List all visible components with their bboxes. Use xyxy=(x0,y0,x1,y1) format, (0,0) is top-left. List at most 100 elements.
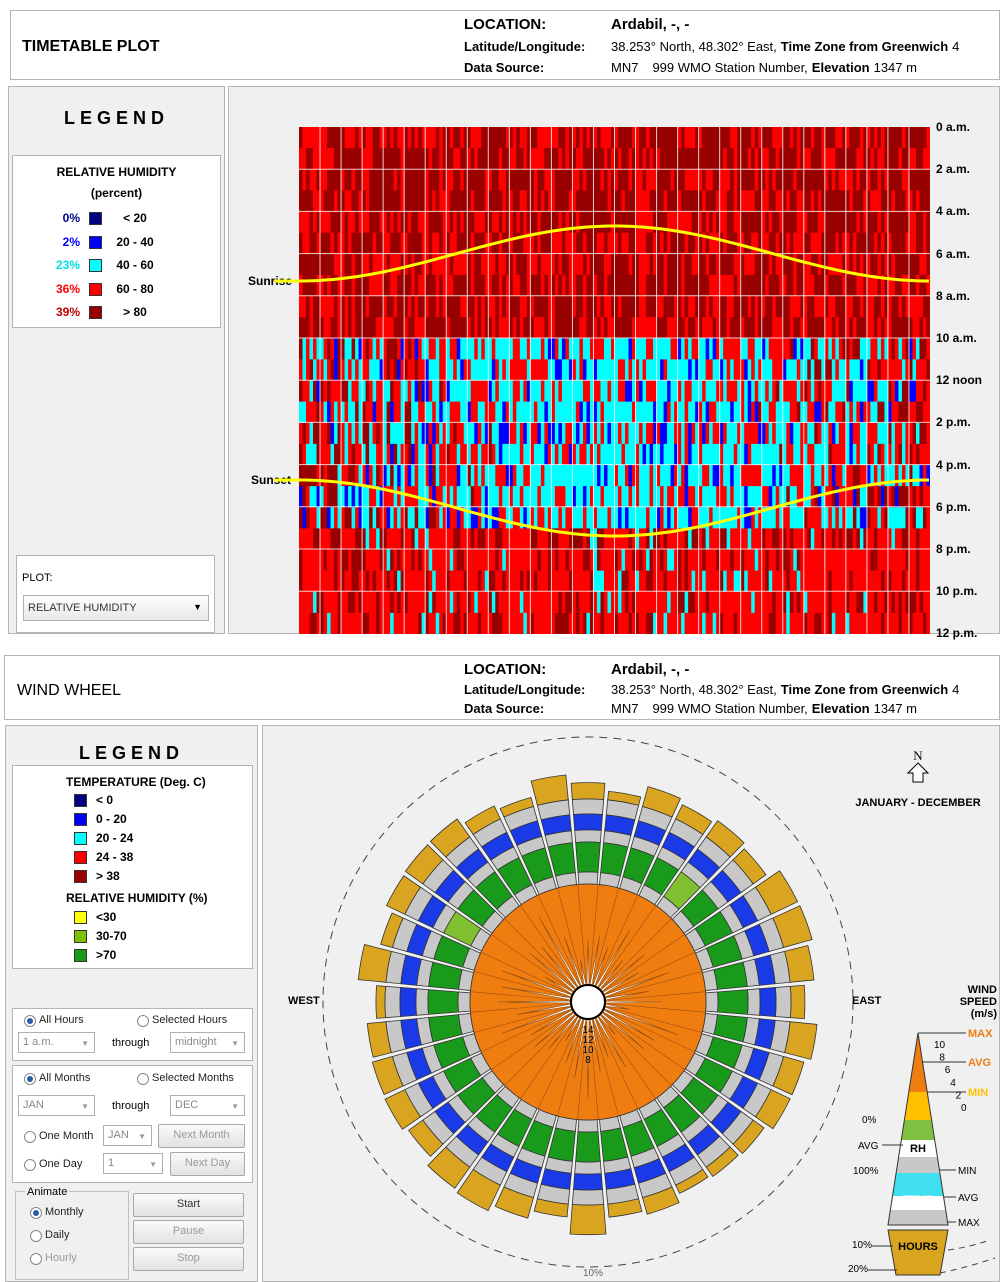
radio[interactable] xyxy=(30,1253,42,1265)
heat-cell xyxy=(922,486,927,508)
select[interactable]: midnight ▼ xyxy=(170,1032,245,1053)
heat-cell xyxy=(509,486,514,508)
heat-cell xyxy=(355,401,359,424)
heat-cell xyxy=(656,317,661,339)
select[interactable]: JAN ▼ xyxy=(103,1125,152,1146)
heat-cell xyxy=(632,359,636,381)
radio[interactable] xyxy=(30,1207,42,1219)
heat-cell xyxy=(477,317,482,339)
heat-cell xyxy=(807,190,812,212)
button[interactable]: Start xyxy=(133,1193,244,1217)
heat-cell xyxy=(919,528,924,550)
radio[interactable] xyxy=(24,1131,36,1143)
heat-cell xyxy=(642,169,647,191)
heat-cell xyxy=(614,591,619,614)
heat-cell xyxy=(463,232,468,255)
panel-title: TIMETABLE PLOT xyxy=(22,38,160,55)
heat-cell xyxy=(320,507,324,529)
heat-cell xyxy=(677,359,682,381)
heat-cell xyxy=(852,591,857,614)
sunset-label: Sunset xyxy=(251,473,292,487)
heat-cell xyxy=(688,317,693,339)
heat-cell xyxy=(754,359,759,381)
heat-cell xyxy=(449,148,454,170)
heat-cell xyxy=(716,211,721,234)
heat-cell xyxy=(575,612,580,634)
select[interactable]: JAN ▼ xyxy=(18,1095,95,1116)
heat-cell xyxy=(905,380,910,403)
heat-cell xyxy=(775,169,780,191)
heat-cell xyxy=(407,612,412,634)
heat-cell xyxy=(362,253,367,276)
select[interactable]: 1 ▼ xyxy=(103,1153,163,1174)
heat-cell xyxy=(733,591,738,614)
heat-cell xyxy=(859,486,864,508)
heat-cell xyxy=(719,612,724,634)
heat-cell xyxy=(481,528,486,550)
heat-cell xyxy=(744,528,749,550)
radio[interactable] xyxy=(24,1015,36,1027)
heat-cell xyxy=(632,486,636,508)
heat-cell xyxy=(586,443,591,466)
heat-cell xyxy=(456,211,461,234)
heat-cell xyxy=(905,401,910,424)
heat-cell xyxy=(824,190,829,212)
heat-cell xyxy=(821,359,826,381)
heat-cell xyxy=(488,549,493,572)
heat-cell xyxy=(537,401,542,424)
select[interactable]: 1 a.m. ▼ xyxy=(18,1032,95,1053)
heat-cell xyxy=(642,317,647,339)
radio[interactable] xyxy=(24,1073,36,1085)
heat-cell xyxy=(884,190,889,212)
info-value: Ardabil, -, - xyxy=(611,16,690,33)
heat-cell xyxy=(702,443,707,466)
button[interactable]: Next Month xyxy=(158,1124,245,1148)
button[interactable]: Pause xyxy=(133,1220,244,1244)
heat-cell xyxy=(796,232,801,255)
heat-cell xyxy=(726,549,731,572)
heat-cell xyxy=(610,528,615,550)
heat-cell xyxy=(460,486,465,508)
heat-cell xyxy=(355,570,359,593)
heat-cell xyxy=(512,169,517,191)
heat-cell xyxy=(838,317,843,339)
heat-cell xyxy=(922,317,927,339)
heat-cell xyxy=(334,422,338,445)
heat-cell xyxy=(621,591,626,614)
radio[interactable] xyxy=(30,1230,42,1242)
heat-cell xyxy=(449,211,454,234)
select[interactable]: DEC ▼ xyxy=(170,1095,245,1116)
heat-cell xyxy=(551,148,556,170)
plot-select[interactable]: RELATIVE HUMIDITY ▼ xyxy=(23,595,209,621)
heat-cell xyxy=(348,359,352,381)
panel-title: WIND WHEEL xyxy=(17,682,121,699)
heat-cell xyxy=(719,296,724,318)
heat-cell xyxy=(467,148,472,170)
heat-cell xyxy=(695,591,700,614)
heat-cell xyxy=(744,422,749,445)
heat-cell xyxy=(628,570,633,593)
heat-cell xyxy=(390,422,395,445)
radio[interactable] xyxy=(137,1073,149,1085)
heat-cell xyxy=(306,486,310,508)
heat-cell xyxy=(428,380,433,403)
heat-cell xyxy=(456,486,461,508)
heat-cell xyxy=(512,274,517,297)
button[interactable]: Next Day xyxy=(170,1152,245,1176)
radio[interactable] xyxy=(24,1159,36,1171)
heat-cell xyxy=(618,422,622,445)
heat-cell xyxy=(509,190,514,212)
heat-cell xyxy=(414,443,419,466)
heat-cell xyxy=(656,401,661,424)
heat-cell xyxy=(561,486,566,508)
heat-cell xyxy=(912,612,917,634)
heat-cell xyxy=(730,317,735,339)
radio[interactable] xyxy=(137,1015,149,1027)
heat-cell xyxy=(709,612,714,634)
heat-cell xyxy=(502,148,507,170)
heat-cell xyxy=(460,528,465,550)
heat-cell xyxy=(498,486,503,508)
speed-spoke xyxy=(520,905,577,986)
button[interactable]: Stop xyxy=(133,1247,244,1271)
heat-cell xyxy=(421,190,426,212)
